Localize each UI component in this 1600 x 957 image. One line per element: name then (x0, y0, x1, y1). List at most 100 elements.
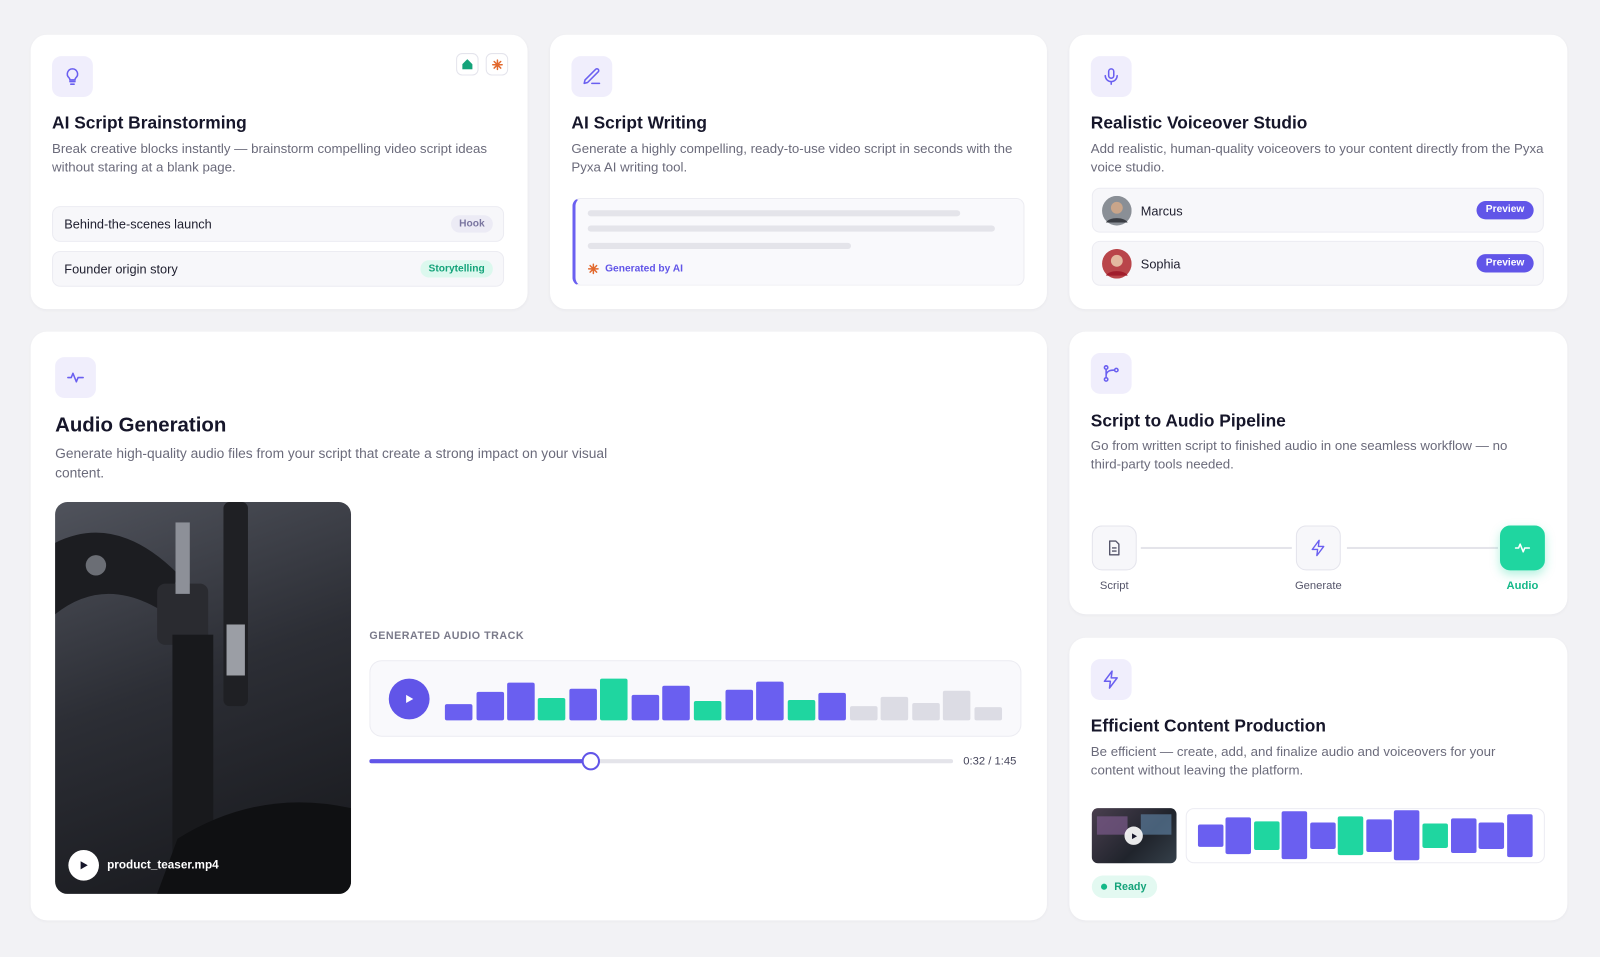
preview-button[interactable]: Preview (1476, 254, 1534, 273)
wave-bar (1366, 819, 1392, 853)
wave-bar (1254, 821, 1280, 850)
icon-pen (571, 56, 613, 97)
ai-icon (587, 263, 599, 275)
wave-bar (1337, 816, 1364, 856)
wave-bar (1507, 814, 1533, 858)
status-text: Ready (1114, 880, 1147, 893)
card-title: Realistic Voiceover Studio (1090, 113, 1308, 133)
card-description: Break creative blocks instantly — brains… (52, 140, 488, 175)
voice-item: Sophia Preview (1091, 240, 1544, 286)
avatar (1102, 248, 1132, 279)
wave-bar (1422, 823, 1448, 848)
idea-tag: Storytelling (420, 260, 493, 278)
card-description: Generate a highly compelling, ready-to-u… (571, 140, 1013, 175)
wave-bar (974, 707, 1003, 721)
card-pipeline: Script to Audio Pipeline Go from written… (1069, 331, 1568, 615)
screen-shape (1096, 816, 1128, 835)
card-title: AI Script Writing (571, 113, 707, 133)
play-button[interactable] (1124, 826, 1143, 845)
text-line (587, 210, 961, 217)
icon-bolt (1090, 659, 1132, 700)
wave-bar (818, 692, 846, 721)
badge-icon (456, 53, 479, 76)
wave-bar (537, 697, 566, 721)
progress-fill (369, 759, 591, 764)
progress-thumb[interactable] (581, 752, 600, 771)
idea-item[interactable]: Founder origin story Storytelling (52, 251, 505, 287)
wave-bar (1393, 810, 1420, 861)
card-production: Efficient Content Production Be efficien… (1069, 637, 1568, 921)
status-dot (1101, 883, 1108, 890)
card-voiceover: Realistic Voiceover Studio Add realistic… (1069, 34, 1568, 310)
connector (1140, 546, 1292, 549)
step-icon (1499, 525, 1545, 571)
video-thumbnail[interactable]: product_teaser.mp4 (55, 502, 352, 894)
card-description: Add realistic, human-quality voiceovers … (1090, 140, 1544, 175)
play-button[interactable] (388, 678, 430, 720)
step-icon (1091, 525, 1137, 571)
audio-player (369, 660, 1022, 737)
wave-bar (1451, 818, 1477, 854)
script-preview: Generated by AI (572, 197, 1025, 286)
microphone-photo (55, 502, 352, 894)
video-thumbnail[interactable] (1091, 808, 1177, 864)
file-name: product_teaser.mp4 (107, 859, 219, 872)
avatar (1102, 195, 1132, 226)
wave-bar (1478, 822, 1505, 849)
time-display: 0:32 / 1:45 (963, 755, 1017, 768)
wave-bar (849, 706, 878, 721)
step-label: Script (1099, 579, 1129, 592)
wave-bar (942, 690, 971, 721)
card-brainstorm: AI Script Brainstorming Break creative b… (30, 34, 528, 310)
idea-label: Founder origin story (64, 262, 178, 277)
screen-shape (1140, 814, 1172, 835)
card-title: Script to Audio Pipeline (1090, 411, 1286, 431)
wave-bar (1197, 824, 1224, 847)
preview-button[interactable]: Preview (1476, 201, 1534, 220)
ai-badge: Generated by AI (605, 263, 683, 275)
wave-bar (444, 704, 473, 721)
icon-bulb (52, 56, 93, 97)
wave-bar (1281, 811, 1308, 860)
card-writing: AI Script Writing Generate a highly comp… (549, 34, 1047, 310)
card-title: Audio Generation (55, 414, 227, 437)
wave-bar (1225, 817, 1252, 855)
step-icon (1295, 525, 1341, 571)
idea-tag: Hook (451, 215, 493, 233)
idea-label: Behind-the-scenes launch (64, 217, 212, 232)
idea-item[interactable]: Behind-the-scenes launch Hook (52, 206, 505, 242)
card-audio: Audio Generation Generate high-quality a… (30, 331, 1047, 921)
wave-bar (912, 703, 940, 721)
wave-bar (693, 701, 722, 721)
text-line (587, 242, 852, 249)
text-line (587, 225, 995, 232)
card-description: Be efficient — create, add, and finalize… (1090, 743, 1496, 778)
waveform (444, 661, 1016, 721)
card-description: Go from written script to finished audio… (1090, 437, 1508, 472)
play-button[interactable] (68, 849, 99, 881)
wave-bar (631, 694, 660, 721)
step-label: Audio (1506, 579, 1539, 592)
card-title: Efficient Content Production (1090, 716, 1326, 736)
wave-bar (569, 688, 597, 721)
wave-bar (599, 678, 628, 721)
wave-bar (787, 699, 816, 721)
card-title: AI Script Brainstorming (52, 113, 247, 133)
waveform (1185, 808, 1545, 864)
step-label: Generate (1294, 579, 1342, 592)
wave-bar (880, 696, 909, 721)
connector (1346, 546, 1498, 549)
status-pill: Ready (1091, 875, 1157, 898)
wave-bar (662, 685, 690, 721)
icon-branch (1090, 353, 1132, 394)
wave-bar (507, 682, 535, 721)
progress-track[interactable] (369, 759, 954, 764)
voice-name: Sophia (1140, 257, 1181, 272)
badge-icon (485, 53, 509, 76)
voice-name: Marcus (1140, 204, 1183, 219)
wave-bar (476, 691, 505, 721)
voice-item: Marcus Preview (1091, 187, 1544, 233)
wave-bar (756, 681, 784, 721)
